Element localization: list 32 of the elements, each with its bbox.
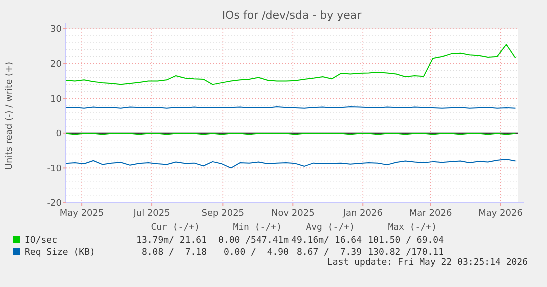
text: 13.79m/ 21.61: [136, 236, 207, 246]
text: 8.08 / 7.18: [142, 248, 207, 258]
text: Max (-/+): [388, 223, 437, 233]
y-tick-label: 20: [50, 60, 62, 70]
text: Last update: Fri May 22 03:25:14 2026: [328, 258, 528, 268]
text: 49.16m/ 16.64: [292, 236, 362, 246]
y-tick-label: -10: [47, 164, 62, 174]
x-tick-label: Jan 2026: [342, 209, 384, 219]
text: 130.82 /170.11: [368, 248, 444, 258]
legend-label: IO/sec: [25, 236, 58, 246]
x-tick-label: May 2025: [60, 209, 104, 219]
y-tick-label: 10: [50, 94, 62, 105]
line-series: [66, 44, 516, 86]
y-tick-label: -20: [47, 199, 62, 210]
legend-label: Req Size (KB): [25, 248, 96, 258]
line-series: [66, 159, 516, 169]
x-tick-label: Sep 2025: [202, 209, 245, 219]
text: Min (-/+): [233, 223, 282, 233]
text: 0.00 / 4.90: [224, 248, 289, 258]
text: 8.67 / 7.39: [296, 248, 362, 258]
x-tick-label: Mar 2026: [409, 209, 452, 219]
y-axis-title: Units read (-) / write (+): [5, 62, 15, 170]
x-tick-label: Jul 2025: [132, 209, 170, 219]
chart-title: IOs for /dev/sda - by year: [222, 9, 362, 22]
text: Cur (-/+): [151, 223, 200, 233]
x-tick-label: May 2026: [478, 209, 524, 219]
text: 0.00 /547.41m: [218, 236, 289, 246]
y-tick-label: 0: [56, 130, 62, 140]
y-tick-label: 30: [50, 25, 62, 36]
text: Avg (-/+): [306, 223, 355, 233]
text: 101.50 / 69.04: [368, 236, 444, 246]
x-tick-label: Nov 2025: [271, 209, 315, 219]
